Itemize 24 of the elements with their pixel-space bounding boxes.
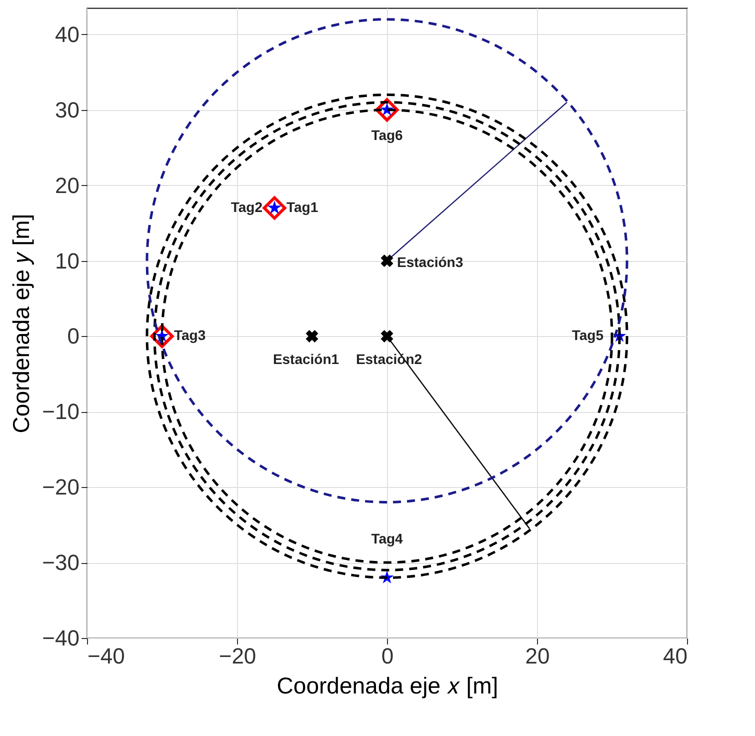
y-tick-label: −10 xyxy=(42,399,80,424)
annotation: Tag5 xyxy=(572,327,604,344)
y-tick-label: 20 xyxy=(55,172,80,198)
annotation: Tag4 xyxy=(371,530,404,547)
x-tick-label: −40 xyxy=(88,644,125,668)
y-axis-title: Coordenada eje 𝑦 [m] xyxy=(8,214,34,434)
x-tick-label: 40 xyxy=(663,644,688,668)
y-tick-label: −40 xyxy=(42,626,80,650)
y-tick-label: 0 xyxy=(67,324,80,349)
y-tick-label: 40 xyxy=(55,22,80,47)
y-tick-label: −20 xyxy=(42,474,80,500)
y-tick-label: −30 xyxy=(42,550,80,576)
annotation: Estación3 xyxy=(397,254,464,270)
x-tick-label: 20 xyxy=(525,644,550,668)
annotation: Tag1 xyxy=(286,198,318,215)
y-tick-label: 10 xyxy=(55,248,80,274)
x-tick-label: 0 xyxy=(381,644,394,668)
x-tick-label: −20 xyxy=(218,644,256,668)
x-axis-title: Coordenada eje 𝑥 [m] xyxy=(276,672,498,698)
annotation: Estación1 xyxy=(272,351,340,368)
annotation: Tag2 xyxy=(230,198,263,215)
annotation: Tag6 xyxy=(371,126,404,143)
annotation: Tag3 xyxy=(174,327,206,344)
y-tick-label: 30 xyxy=(55,97,80,122)
